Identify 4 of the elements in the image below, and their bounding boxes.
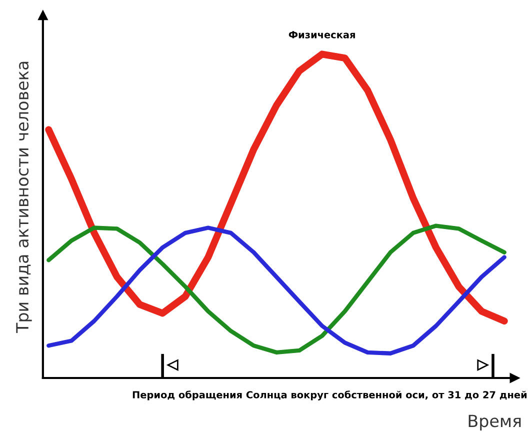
series-label: Физическая	[288, 31, 355, 38]
y-axis-title: Три вида активности человека	[16, 62, 32, 334]
text: Период обращения Солнца вокруг собственной оси, от 31 до 27 дней	[132, 390, 527, 400]
x-axis-title: Время	[468, 414, 521, 430]
